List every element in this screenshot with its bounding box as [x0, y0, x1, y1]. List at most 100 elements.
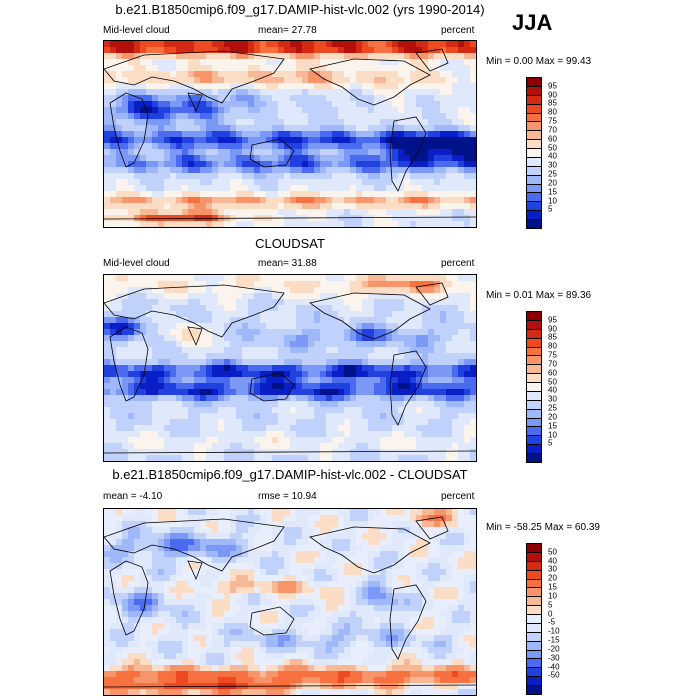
panel-3-colorbar-box: [527, 677, 541, 686]
panel-3-colorbar-box: [527, 606, 541, 615]
panel-2-colorbar-tick-label: 70: [548, 359, 557, 369]
panel-3-colorbar-box: [527, 668, 541, 678]
panel-2-colorbar-tick-label: 25: [548, 403, 557, 413]
panel-2-colorbar-box: [527, 427, 541, 437]
panel-1-colorbar-box: [527, 78, 541, 87]
panel-1-colorbar-tick-label: 15: [548, 187, 557, 197]
panel-2-colorbar-box: [527, 320, 541, 330]
panel-1-minmax: Min = 0.00 Max = 99.43: [486, 56, 592, 67]
panel-3-colorbar-tick-label: -50: [548, 670, 560, 680]
panel-1-map-canvas: [104, 41, 476, 227]
panel-3-colorbar-tick-label: 40: [548, 556, 557, 566]
panel-1-mean-label: mean= 27.78: [258, 25, 317, 36]
panel-3-colorbar-box: [527, 686, 541, 694]
panel-3-colorbar-box: [527, 588, 541, 598]
panel-1-colorbar-tick-label: 20: [548, 178, 557, 188]
panel-2-map-canvas: [104, 275, 476, 461]
panel-2-colorbar-box: [527, 445, 541, 454]
panel-2-colorbar-tick-label: 40: [548, 385, 557, 395]
panel-1-colorbar-box: [527, 211, 541, 220]
panel-1-colorbar-box: [527, 193, 541, 203]
panel-3-colorbar-tick-label: -10: [548, 626, 560, 636]
panel-1-colorbar-box: [527, 122, 541, 132]
panel-2-colorbar-tick-label: 80: [548, 341, 557, 351]
panel-1-colorbar-tick-label: 90: [548, 90, 557, 100]
panel-2-colorbar-box: [527, 365, 541, 375]
panel-2-colorbar-box: [527, 347, 541, 357]
panel-1-colorbar-box: [527, 140, 541, 149]
panel-2-colorbar-box: [527, 454, 541, 462]
panel-3-colorbar: [526, 543, 542, 695]
panel-2-colorbar-tick-label: 60: [548, 368, 557, 378]
panel-1-colorbar-box: [527, 220, 541, 228]
panel-3-colorbar-box: [527, 659, 541, 669]
panel-3-colorbar-box: [527, 552, 541, 562]
panel-1-colorbar-tick-label: 40: [548, 151, 557, 161]
panel-3-colorbar-tick-label: 0: [548, 609, 553, 619]
panel-3-rmse-label: rmse = 10.94: [258, 491, 317, 502]
panel-1-colorbar-box: [527, 175, 541, 185]
panel-1-title: b.e21.B1850cmip6.f09_g17.DAMIP-hist-vlc.…: [115, 2, 485, 17]
panel-2-colorbar-tick-label: 10: [548, 430, 557, 440]
panel-2-colorbar-box: [527, 409, 541, 419]
panel-2-minmax: Min = 0.01 Max = 89.36: [486, 290, 592, 301]
panel-3-colorbar-box: [527, 615, 541, 624]
panel-3-mean-label: mean = -4.10: [103, 491, 163, 502]
season-label: JJA: [512, 10, 553, 35]
panel-1-colorbar-tick-label: 30: [548, 160, 557, 170]
panel-3-colorbar-tick-label: -40: [548, 662, 560, 672]
panel-3-colorbar-tick-label: 15: [548, 582, 557, 592]
panel-2-colorbar-tick-label: 85: [548, 332, 557, 342]
panel-2-variable-label: Mid-level cloud: [103, 258, 170, 269]
panel-2-title: CLOUDSAT: [255, 236, 325, 251]
panel-2-colorbar-box: [527, 418, 541, 428]
panel-1-units-label: percent: [441, 25, 475, 36]
panel-3-colorbar-box: [527, 650, 541, 660]
panel-3-colorbar-tick-label: -30: [548, 653, 560, 663]
panel-2-colorbar-box: [527, 391, 541, 401]
panel-3-colorbar-box: [527, 632, 541, 642]
panel-1-colorbar-box: [527, 202, 541, 212]
panel-2-colorbar-box: [527, 436, 541, 446]
panel-1-colorbar-box: [527, 166, 541, 176]
panel-1-colorbar-tick-label: 75: [548, 116, 557, 126]
panel-2-colorbar-box: [527, 356, 541, 366]
panel-2-colorbar-box: [527, 338, 541, 348]
panel-3-minmax: Min = -58.25 Max = 60.39: [486, 522, 600, 533]
panel-1-colorbar-tick-label: 5: [548, 204, 553, 214]
panel-3-colorbar-tick-label: 30: [548, 564, 557, 574]
panel-2-colorbar-box: [527, 400, 541, 410]
panel-1-colorbar-tick-label: 10: [548, 196, 557, 206]
panel-3-colorbar-box: [527, 641, 541, 651]
panel-1-colorbar-tick-label: 85: [548, 98, 557, 108]
panel-1-colorbar-tick-label: 70: [548, 125, 557, 135]
panel-2-mean-label: mean= 31.88: [258, 258, 317, 269]
panel-2-colorbar: [526, 311, 542, 463]
panel-2-colorbar-box: [527, 374, 541, 383]
panel-1-colorbar-tick-label: 80: [548, 107, 557, 117]
panel-1-colorbar-box: [527, 184, 541, 194]
panel-2-colorbar-box: [527, 312, 541, 321]
panel-1-colorbar-box: [527, 86, 541, 96]
panel-1-colorbar-tick-label: 50: [548, 143, 557, 153]
panel-3-colorbar-box: [527, 623, 541, 633]
panel-2-colorbar-tick-label: 15: [548, 421, 557, 431]
panel-2-colorbar-tick-label: 90: [548, 324, 557, 334]
panel-1-colorbar: [526, 77, 542, 229]
panel-1-colorbar-box: [527, 149, 541, 158]
panel-2-colorbar-tick-label: 20: [548, 412, 557, 422]
panel-1-colorbar-box: [527, 157, 541, 167]
panel-3-units-label: percent: [441, 491, 475, 502]
panel-1-colorbar-box: [527, 95, 541, 105]
panel-1-colorbar-tick-label: 25: [548, 169, 557, 179]
panel-3-colorbar-tick-label: -20: [548, 644, 560, 654]
panel-2-colorbar-box: [527, 329, 541, 339]
panel-1-map: [103, 40, 477, 228]
panel-2-colorbar-tick-label: 75: [548, 350, 557, 360]
panel-2-colorbar-tick-label: 5: [548, 438, 553, 448]
panel-2-colorbar-tick-label: 30: [548, 394, 557, 404]
panel-3-map: [103, 508, 477, 696]
panel-3-colorbar-tick-label: -5: [548, 617, 556, 627]
panel-1-colorbar-box: [527, 104, 541, 114]
panel-3-colorbar-box: [527, 579, 541, 589]
